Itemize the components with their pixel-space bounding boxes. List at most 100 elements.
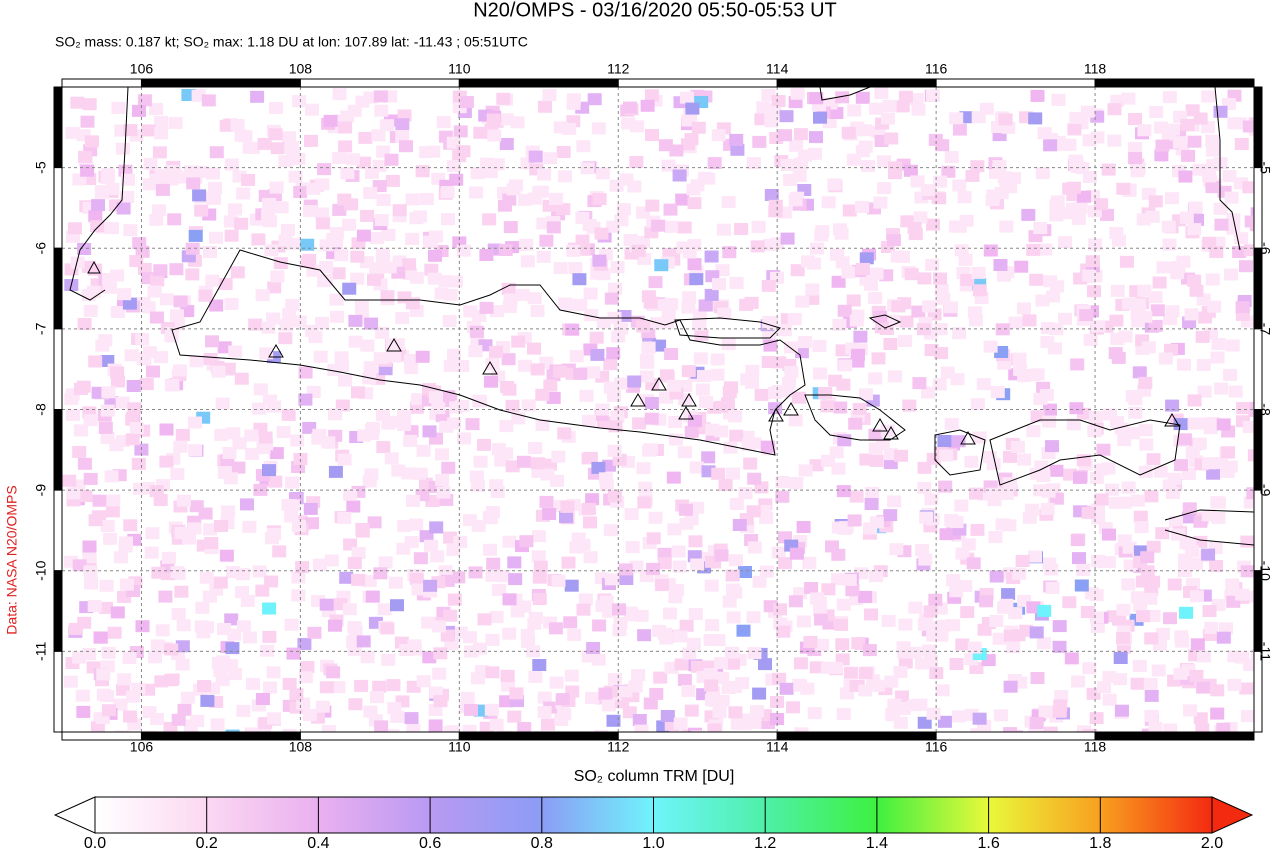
so2-pixel	[796, 615, 811, 628]
so2-pixel	[501, 353, 516, 366]
so2-pixel	[1026, 425, 1041, 438]
so2-pixel	[894, 449, 908, 462]
so2-pixel	[831, 548, 846, 561]
so2-pixel	[783, 174, 798, 186]
so2-pixel	[385, 729, 400, 732]
so2-pixel	[381, 417, 396, 430]
so2-pixel	[342, 218, 357, 231]
so2-pixel	[888, 167, 902, 180]
so2-pixel	[245, 677, 260, 690]
so2-pixel	[598, 472, 613, 485]
so2-pixel	[348, 314, 363, 327]
so2-pixel	[202, 590, 217, 603]
so2-pixel	[583, 287, 598, 300]
so2-pixel	[721, 196, 736, 208]
so2-pixel	[447, 160, 461, 173]
so2-pixel	[1240, 565, 1254, 578]
so2-pixel	[970, 398, 985, 411]
so2-pixel	[1189, 590, 1204, 603]
so2-pixel	[428, 230, 443, 243]
so2-pixel	[331, 267, 346, 280]
so2-pixel	[935, 684, 950, 697]
so2-pixel	[107, 626, 122, 639]
so2-pixel	[625, 541, 640, 554]
so2-pixel	[1155, 139, 1170, 152]
so2-pixel	[281, 408, 296, 421]
so2-pixel	[644, 397, 659, 409]
so2-pixel	[1206, 467, 1221, 480]
so2-pixel	[527, 292, 542, 305]
so2-pixel	[1188, 201, 1203, 214]
so2-pixel	[170, 309, 184, 322]
so2-pixel	[334, 249, 349, 262]
so2-pixel	[841, 266, 856, 279]
so2-pixel	[1016, 302, 1031, 315]
so2-pixel	[143, 157, 158, 170]
so2-pixel	[292, 315, 307, 328]
so2-pixel	[729, 429, 744, 442]
coastlines	[69, 87, 1254, 546]
so2-pixel	[1165, 399, 1180, 412]
so2-pixel	[462, 724, 477, 732]
so2-pixel	[1007, 172, 1021, 185]
so2-pixel	[970, 160, 985, 173]
so2-pixel	[891, 300, 906, 313]
so2-pixel	[375, 326, 390, 339]
y-tick-label: -7	[33, 322, 49, 335]
so2-pixel	[869, 454, 884, 467]
so2-pixel	[915, 544, 930, 557]
so2-pixel	[115, 730, 130, 732]
so2-pixel	[1189, 669, 1204, 682]
so2-pixel	[542, 89, 557, 102]
so2-pixel	[174, 527, 189, 539]
so2-pixel	[802, 556, 817, 569]
so2-pixel	[728, 681, 742, 693]
so2-pixel	[717, 307, 732, 320]
so2-pixel	[606, 347, 621, 360]
so2-pixel	[236, 620, 251, 633]
coastline	[934, 429, 986, 476]
so2-pixel	[350, 250, 365, 263]
so2-pixel	[1236, 402, 1251, 415]
so2-pixel	[937, 715, 952, 728]
so2-pixel	[123, 224, 138, 237]
so2-pixel	[928, 133, 943, 146]
so2-pixel	[141, 124, 156, 137]
so2-pixel	[561, 556, 576, 569]
so2-pixel	[175, 428, 190, 441]
so2-pixel	[775, 476, 790, 488]
so2-pixel	[688, 535, 703, 548]
x-tick-label: 112	[607, 739, 630, 755]
so2-pixel	[382, 261, 397, 274]
so2-pixel	[1008, 316, 1023, 329]
so2-pixel	[242, 141, 257, 154]
so2-pixel	[135, 620, 150, 633]
so2-pixel	[1003, 450, 1017, 463]
so2-pixel	[1101, 163, 1116, 176]
so2-pixel	[187, 522, 202, 535]
so2-pixel	[530, 305, 545, 317]
so2-pixel	[1225, 578, 1240, 591]
so2-pixel	[1101, 556, 1116, 569]
frame-bar	[1253, 570, 1263, 652]
y-tick-label: -7	[1257, 323, 1272, 336]
so2-pixel	[836, 707, 851, 720]
so2-pixel	[73, 382, 88, 395]
volcano	[783, 402, 799, 416]
so2-pixel	[1029, 626, 1044, 639]
so2-pixel	[1155, 527, 1170, 540]
so2-pixel	[924, 493, 939, 506]
so2-pixel	[1021, 208, 1036, 221]
so2-pixel	[868, 442, 883, 455]
so2-pixel	[560, 500, 575, 513]
so2-pixel	[520, 255, 535, 268]
so2-pixel	[1221, 446, 1235, 459]
y-tick-label: -6	[33, 242, 49, 255]
so2-pixel	[376, 441, 391, 454]
so2-pixel	[573, 299, 588, 311]
so2-pixel	[484, 375, 498, 388]
so2-pixel	[1066, 418, 1081, 431]
so2-pixel	[532, 593, 547, 606]
so2-pixel	[402, 258, 417, 271]
so2-pixel	[926, 626, 941, 639]
